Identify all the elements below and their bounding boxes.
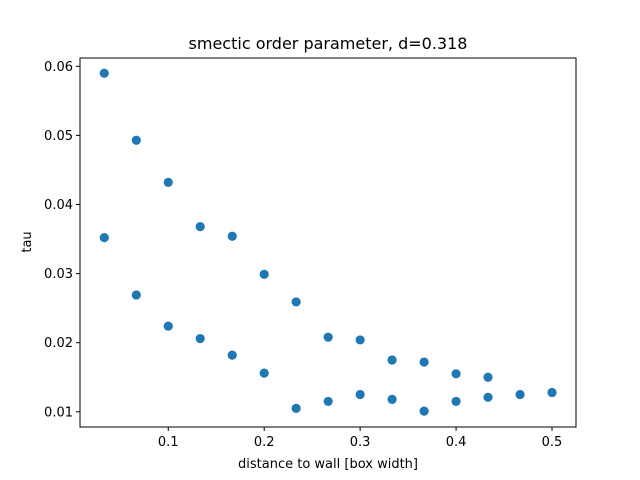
x-tick-label: 0.4 xyxy=(446,435,467,450)
x-tick-label: 0.3 xyxy=(350,435,371,450)
data-point xyxy=(355,389,365,400)
y-tick-label: 0.02 xyxy=(44,336,73,351)
data-point xyxy=(515,389,525,400)
data-point xyxy=(163,321,173,331)
data-point xyxy=(387,394,397,404)
data-point xyxy=(227,231,237,241)
data-point xyxy=(99,233,109,243)
data-point xyxy=(131,290,141,300)
data-point xyxy=(419,406,429,416)
y-tick-label: 0.01 xyxy=(44,405,73,420)
y-tick-label: 0.04 xyxy=(44,198,73,213)
data-point xyxy=(131,135,141,145)
data-point xyxy=(259,368,269,378)
data-point xyxy=(451,369,461,379)
data-point xyxy=(451,396,461,407)
data-point xyxy=(483,372,493,382)
data-point xyxy=(355,335,365,345)
chart-title: smectic order parameter, d=0.318 xyxy=(189,34,468,53)
x-axis-label: distance to wall [box width] xyxy=(238,457,418,472)
data-point xyxy=(227,350,237,360)
x-tick-label: 0.5 xyxy=(542,435,563,450)
y-axis-label: tau xyxy=(20,231,35,252)
data-point xyxy=(323,332,333,342)
data-point xyxy=(547,387,557,398)
data-point xyxy=(419,357,429,367)
data-point xyxy=(195,222,205,232)
data-points xyxy=(99,68,557,416)
data-point xyxy=(195,333,205,344)
data-point xyxy=(323,396,333,407)
data-point xyxy=(163,177,173,187)
data-point xyxy=(291,403,301,413)
x-tick-label: 0.1 xyxy=(158,435,179,450)
plot-area-frame xyxy=(79,57,577,428)
x-tick-label: 0.2 xyxy=(254,435,275,450)
axes xyxy=(79,57,577,428)
y-axis-ticks: 0.01 0.02 0.03 0.04 0.05 0.06 xyxy=(44,60,80,420)
y-tick-label: 0.06 xyxy=(44,60,73,75)
data-point xyxy=(387,355,397,365)
y-tick-label: 0.05 xyxy=(44,129,73,144)
data-point xyxy=(99,68,109,78)
x-axis-ticks: 0.1 0.2 0.3 0.4 0.5 xyxy=(158,427,562,450)
data-point xyxy=(259,269,269,279)
y-tick-label: 0.03 xyxy=(44,267,73,282)
data-point xyxy=(483,392,493,402)
data-point xyxy=(291,297,301,307)
